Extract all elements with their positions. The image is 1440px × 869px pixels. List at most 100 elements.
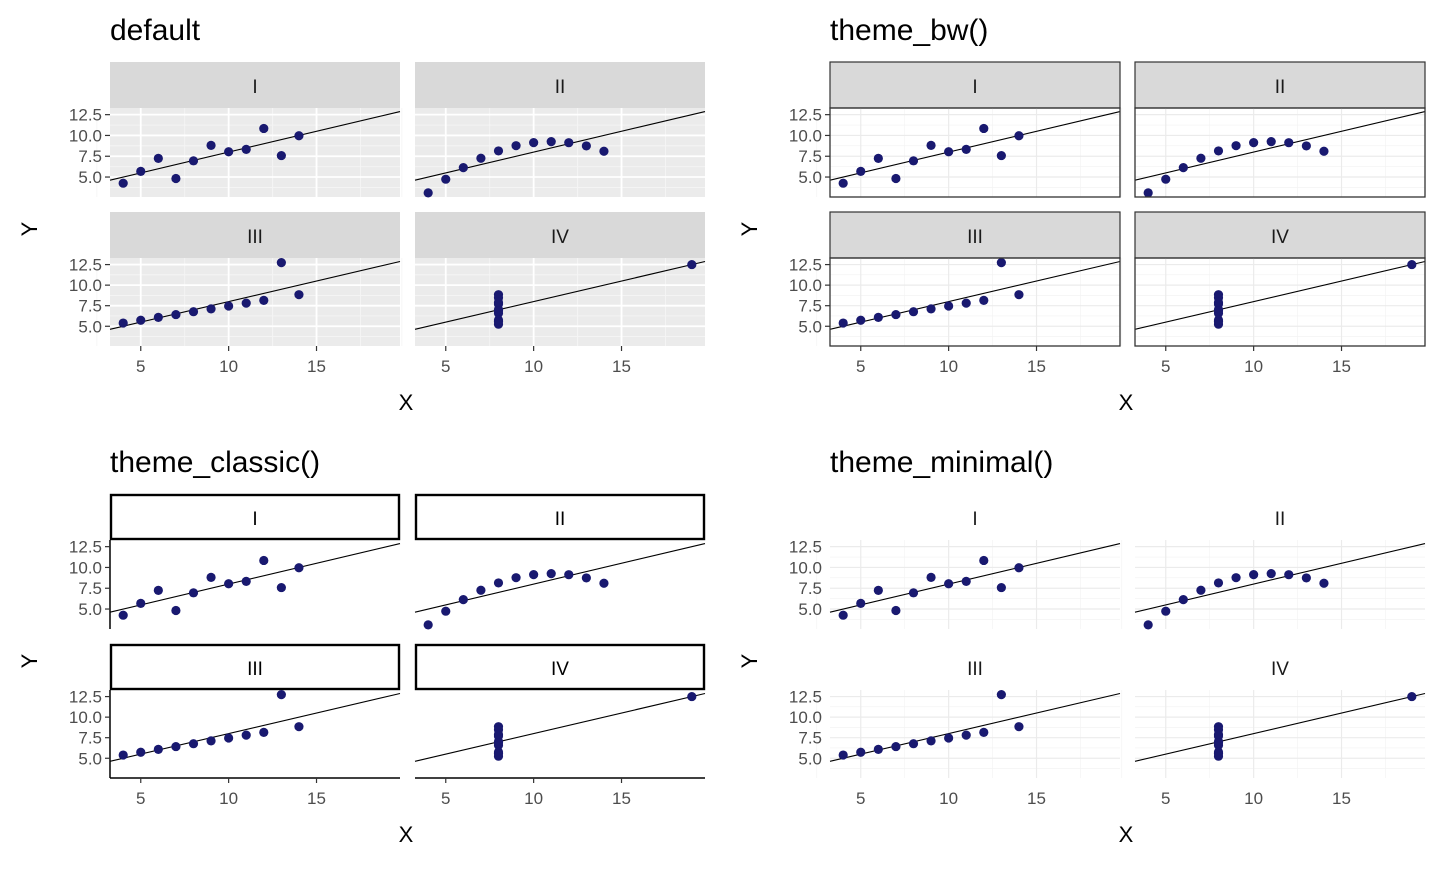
data-point <box>873 744 883 754</box>
data-point <box>1301 141 1311 151</box>
data-point <box>188 307 199 317</box>
facet-panel: I 5.0 7.5 10.012.5 <box>789 509 1121 629</box>
data-point <box>908 307 919 317</box>
facet-strip <box>829 211 1121 259</box>
data-point <box>961 298 971 308</box>
facet-strip-label: II <box>555 77 566 98</box>
x-tick-label: 15 <box>1332 789 1351 808</box>
data-point <box>1407 691 1417 702</box>
data-point <box>1266 569 1276 579</box>
data-point <box>206 140 216 150</box>
data-point <box>908 156 919 166</box>
data-point <box>1213 146 1224 156</box>
data-point <box>136 598 146 608</box>
facet-strip <box>109 643 401 691</box>
data-point <box>224 147 234 157</box>
data-point <box>1178 163 1188 173</box>
data-point <box>171 741 181 752</box>
data-point <box>1161 606 1171 616</box>
facet-panel: IV 5 10 15 <box>414 643 706 808</box>
y-tick-label: 7.5 <box>78 579 102 598</box>
data-point <box>546 137 556 147</box>
data-point <box>1213 306 1224 316</box>
x-axis-label: X <box>1119 822 1134 847</box>
data-point <box>188 588 199 598</box>
data-point <box>153 153 163 164</box>
data-point <box>493 297 504 307</box>
x-tick-label: 5 <box>1161 357 1170 376</box>
data-point <box>891 605 901 616</box>
data-point <box>873 585 883 596</box>
data-point <box>476 585 486 595</box>
data-point <box>891 173 901 184</box>
data-point <box>687 259 697 270</box>
data-point <box>224 301 234 311</box>
y-tick-label: 5.0 <box>798 168 822 187</box>
data-point <box>996 258 1006 268</box>
facet-panel: II <box>1121 61 1426 198</box>
y-tick-label: 5.0 <box>798 749 822 768</box>
data-point <box>838 318 848 328</box>
facet-strip-label: III <box>247 227 263 248</box>
data-point <box>1213 738 1224 748</box>
x-tick-label: 15 <box>612 789 631 808</box>
facet-strip-label: IV <box>551 659 569 680</box>
data-point <box>294 563 304 573</box>
facet-panel: IV 5 10 15 <box>401 212 706 376</box>
facet-panel: III 5.07.5 10.012.5 5 10 15 <box>69 643 401 808</box>
y-tick-label: 12.5 <box>789 256 822 275</box>
x-axis-label: X <box>1119 390 1134 415</box>
x-tick-label: 5 <box>856 357 865 376</box>
y-tick-label: 7.5 <box>798 147 822 166</box>
data-point <box>944 579 954 589</box>
data-point <box>996 582 1006 593</box>
data-point <box>687 691 697 702</box>
facet-strip-label: III <box>967 659 983 680</box>
x-tick-label: 10 <box>939 357 958 376</box>
data-point <box>294 131 304 141</box>
facet-strip-label: IV <box>551 227 569 248</box>
data-point <box>206 304 216 314</box>
data-point <box>891 309 901 320</box>
data-point <box>118 318 128 328</box>
data-point <box>996 690 1006 700</box>
y-tick-label: 10.0 <box>789 708 822 727</box>
data-point <box>908 588 919 598</box>
regression-line <box>109 542 401 613</box>
x-tick-label: 5 <box>136 357 145 376</box>
y-axis-label: Y <box>17 653 42 668</box>
data-point <box>961 576 971 586</box>
facet-strip-label: II <box>555 509 566 530</box>
data-point <box>206 572 216 582</box>
data-point <box>188 156 199 166</box>
y-tick-label: 10.0 <box>69 558 102 577</box>
x-tick-label: 15 <box>307 789 326 808</box>
facet-strip <box>414 643 706 691</box>
data-point <box>423 620 433 630</box>
facet-panel: I 5.0 7.5 10.012.5 <box>69 62 401 197</box>
data-point <box>118 750 128 760</box>
x-tick-label: 5 <box>136 789 145 808</box>
data-point <box>441 174 451 184</box>
y-tick-label: 10.0 <box>69 708 102 727</box>
x-tick-label: 10 <box>524 789 543 808</box>
facet-strip <box>415 62 705 108</box>
x-tick-label: 10 <box>219 789 238 808</box>
data-point <box>599 578 609 588</box>
chart-classic: theme_classic()YXI5.07.510.012.5IIIII5.0… <box>17 446 706 847</box>
data-point <box>979 295 989 305</box>
y-tick-label: 5.0 <box>78 168 102 187</box>
data-point <box>276 582 286 593</box>
data-point <box>599 146 609 156</box>
chart-title: default <box>110 14 201 47</box>
data-point <box>493 578 504 588</box>
regression-line <box>829 110 1121 181</box>
facet-strip <box>829 61 1121 109</box>
facet-panel: I 5.0 7.5 10.012.5 <box>789 61 1121 198</box>
data-point <box>276 258 286 268</box>
y-tick-label: 12.5 <box>69 256 102 275</box>
y-tick-label: 7.5 <box>798 729 822 748</box>
data-point <box>118 610 128 620</box>
y-tick-label: 5.0 <box>78 600 102 619</box>
data-point <box>1407 259 1417 270</box>
